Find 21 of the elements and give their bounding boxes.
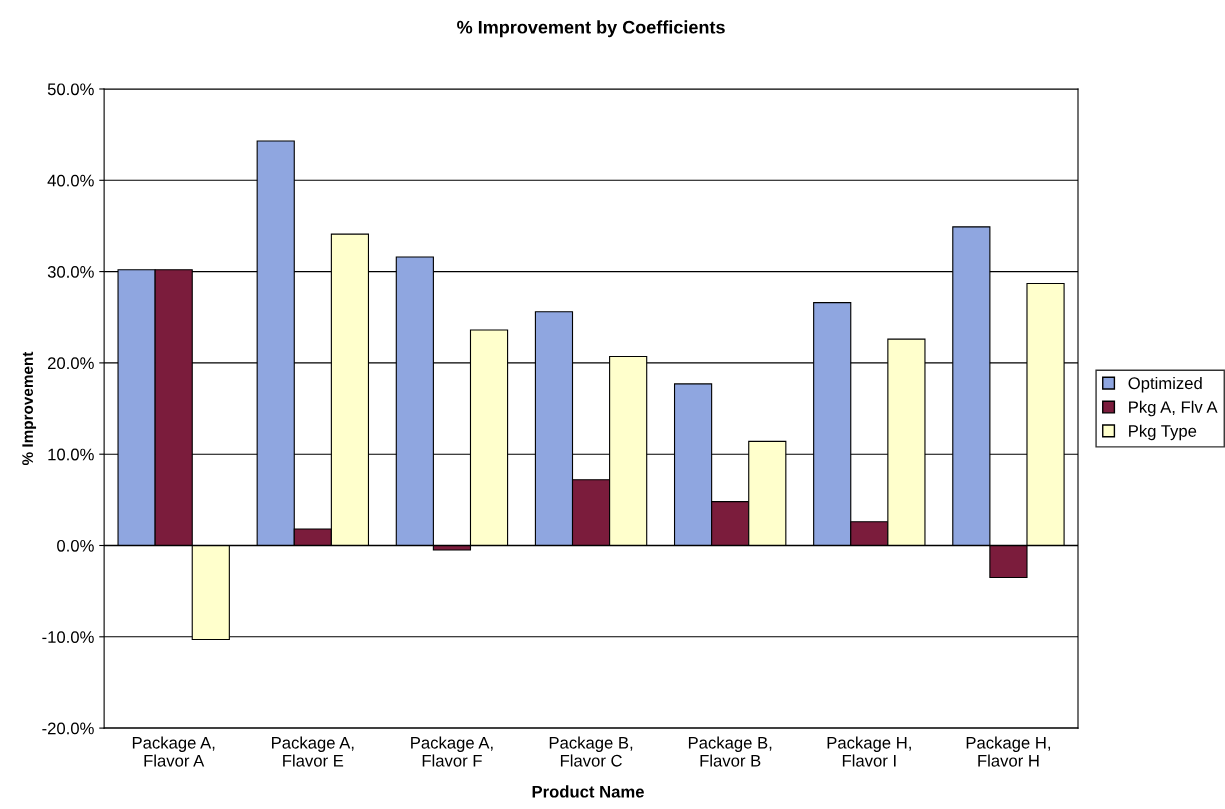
chart-title: % Improvement by Coefficients — [457, 20, 725, 38]
x-tick-label: Package A, Flavor F — [411, 736, 493, 767]
y-tick-label: -20.0% — [42, 722, 94, 735]
x-tick-label: Package A, Flavor A — [132, 736, 215, 767]
x-tick-label: Package A, Flavor E — [272, 736, 354, 767]
y-tick-label: 20.0% — [47, 357, 94, 370]
x-axis-title: Product Name — [532, 785, 644, 798]
y-tick-label: 40.0% — [47, 174, 94, 187]
y-tick-label: 30.0% — [47, 265, 94, 278]
y-tick-label: 50.0% — [47, 83, 94, 96]
x-tick-label: Package B, Flavor B — [688, 736, 772, 767]
legend-label: Pkg Type — [1129, 424, 1197, 441]
legend-label: Optimized — [1128, 376, 1202, 393]
y-tick-label: -10.0% — [42, 631, 94, 643]
x-tick-label: Package H, Flavor H — [966, 736, 1051, 767]
legend-label: Pkg A, Flv A — [1129, 400, 1218, 417]
y-axis-title: % Improvement — [22, 351, 37, 466]
x-tick-label: Package H, Flavor I — [827, 736, 911, 767]
y-tick-label: 0.0% — [57, 539, 94, 552]
x-tick-label: Package B, Flavor C — [549, 736, 633, 767]
y-tick-label: 10.0% — [48, 448, 94, 461]
